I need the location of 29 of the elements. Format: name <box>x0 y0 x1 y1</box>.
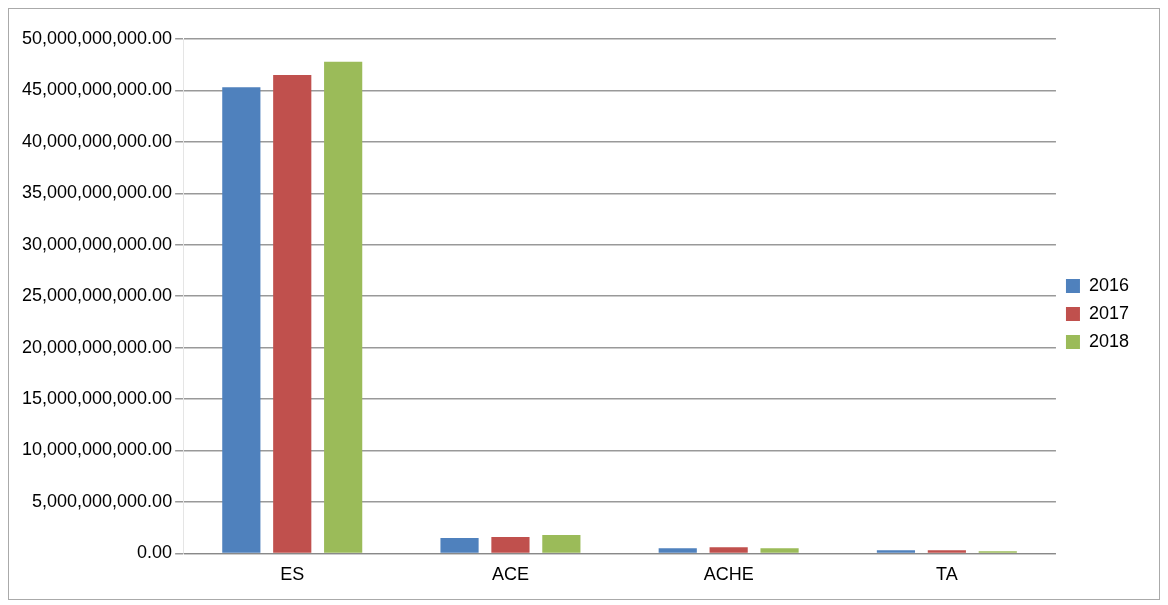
y-tick-label: 30,000,000,000.00 <box>21 233 173 254</box>
x-tick-label: TA <box>936 564 958 585</box>
bar <box>222 87 261 553</box>
bar <box>709 547 748 553</box>
legend-label: 2016 <box>1088 274 1129 295</box>
bar <box>491 536 530 553</box>
x-tick-label: ACE <box>491 564 529 585</box>
bar <box>760 548 799 553</box>
legend-label: 2018 <box>1088 330 1129 351</box>
y-tick-label: 50,000,000,000.00 <box>21 27 173 48</box>
y-tick-label: 0.00 <box>137 542 173 563</box>
bar <box>658 548 697 553</box>
y-tick-label: 25,000,000,000.00 <box>21 285 173 306</box>
bar <box>273 75 312 553</box>
bar <box>440 537 479 553</box>
bar <box>927 550 966 553</box>
legend-label: 2017 <box>1088 302 1129 323</box>
y-tick-label: 20,000,000,000.00 <box>21 336 173 357</box>
x-tick-label: ACHE <box>703 564 754 585</box>
y-tick-label: 10,000,000,000.00 <box>21 439 173 460</box>
x-tick-label: ES <box>280 564 305 585</box>
y-tick-label: 40,000,000,000.00 <box>21 130 173 151</box>
bar <box>542 534 581 553</box>
bar <box>876 550 916 553</box>
bar <box>324 61 363 553</box>
y-tick-label: 45,000,000,000.00 <box>21 79 173 100</box>
y-tick-label: 15,000,000,000.00 <box>21 388 173 409</box>
y-tick-label: 35,000,000,000.00 <box>21 182 173 203</box>
y-tick-label: 5,000,000,000.00 <box>32 490 173 511</box>
